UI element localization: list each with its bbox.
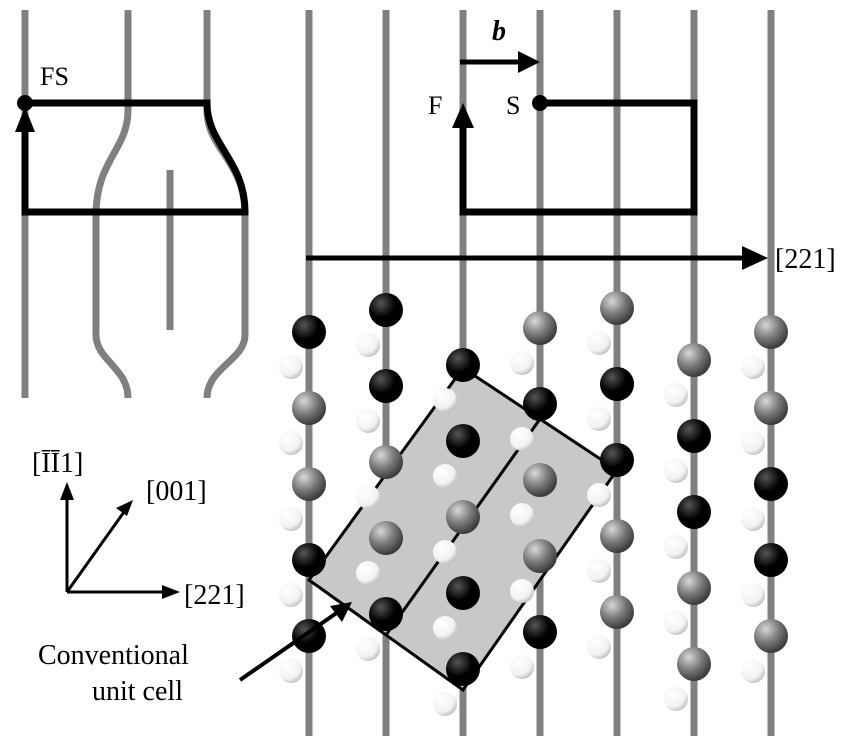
small-atom <box>433 388 457 412</box>
gray-atom <box>446 500 480 534</box>
black-atom <box>754 467 788 501</box>
small-atom <box>741 583 765 607</box>
gray-atom <box>369 445 403 479</box>
atoms-layer <box>279 291 788 716</box>
small-atom <box>356 485 380 509</box>
unit-cell-label-line2: unit cell <box>92 676 183 707</box>
small-atom <box>510 427 534 451</box>
gray-atom <box>600 595 634 629</box>
small-atom <box>587 635 611 659</box>
crystal-axes <box>60 482 180 599</box>
axis-up-arrow-icon <box>60 482 74 500</box>
axis-right-label: [221] <box>184 580 245 611</box>
gray-atom <box>292 391 326 425</box>
small-atom <box>356 637 380 661</box>
axis-right-arrow-icon <box>162 585 180 599</box>
small-atom <box>741 355 765 379</box>
black-atom <box>677 495 711 529</box>
black-atom <box>292 543 326 577</box>
gray-atom <box>677 571 711 605</box>
black-atom <box>292 315 326 349</box>
small-atom <box>587 559 611 583</box>
axis-up-label: [ĪĪ1] <box>32 448 83 479</box>
small-atom <box>587 483 611 507</box>
small-atom <box>433 540 457 564</box>
small-atom <box>279 355 303 379</box>
gray-atom <box>523 311 557 345</box>
small-atom <box>356 409 380 433</box>
black-atom <box>369 597 403 631</box>
black-atom <box>369 369 403 403</box>
direction-arrow-icon <box>742 246 768 270</box>
small-atom <box>279 659 303 683</box>
small-atom <box>510 351 534 375</box>
small-atom <box>279 507 303 531</box>
black-atom <box>446 576 480 610</box>
black-atom <box>677 419 711 453</box>
axis-diag-line <box>65 511 126 593</box>
axis-diag-label: [001] <box>146 476 207 507</box>
left-plane-3 <box>203 10 249 399</box>
left-circuit-arrow-icon <box>15 107 35 132</box>
small-atom <box>741 431 765 455</box>
small-atom <box>279 583 303 607</box>
small-atom <box>741 507 765 531</box>
gray-atom <box>754 315 788 349</box>
s-label: S <box>506 91 520 120</box>
fs-point-icon <box>17 95 33 111</box>
gray-atom <box>369 521 403 555</box>
black-atom <box>754 543 788 577</box>
gray-atom <box>600 519 634 553</box>
black-atom <box>369 293 403 327</box>
gray-atom <box>754 619 788 653</box>
small-atom <box>433 464 457 488</box>
unit-cell-callout-line <box>238 610 340 682</box>
small-atom <box>587 407 611 431</box>
left-burgers-circuit <box>21 99 249 216</box>
small-atom <box>664 687 688 711</box>
right-burgers-circuit <box>459 99 698 216</box>
small-atom <box>433 616 457 640</box>
black-atom <box>600 367 634 401</box>
small-atom <box>510 655 534 679</box>
direction-label: [221] <box>775 244 836 275</box>
black-atom <box>523 615 557 649</box>
gray-atom <box>677 647 711 681</box>
gray-atom <box>523 463 557 497</box>
small-atom <box>664 611 688 635</box>
black-atom <box>600 443 634 477</box>
small-atom <box>664 383 688 407</box>
unit-cell-callout-arrow-icon <box>330 602 352 622</box>
small-atom <box>279 431 303 455</box>
gray-atom <box>600 291 634 325</box>
black-atom <box>523 387 557 421</box>
small-atom <box>664 459 688 483</box>
black-atom <box>446 348 480 382</box>
right-circuit-arrow-icon <box>452 103 474 128</box>
small-atom <box>510 579 534 603</box>
small-atom <box>664 535 688 559</box>
axis-diag-arrow-icon <box>116 500 133 516</box>
burgers-vector-label: b <box>492 16 506 47</box>
gray-atom <box>677 343 711 377</box>
small-atom <box>741 659 765 683</box>
small-atom <box>433 692 457 716</box>
burgers-vector-arrow-icon <box>518 51 540 73</box>
small-atom <box>587 331 611 355</box>
f-label: F <box>428 91 442 120</box>
small-atom <box>356 561 380 585</box>
unit-cell-label-line1: Conventional <box>38 640 189 671</box>
left-plane-2 <box>92 10 132 399</box>
black-atom <box>446 424 480 458</box>
gray-atom <box>523 539 557 573</box>
black-atom <box>446 652 480 686</box>
gray-atom <box>292 467 326 501</box>
s-point-icon <box>532 95 548 111</box>
small-atom <box>356 333 380 357</box>
fs-label: FS <box>40 62 69 91</box>
small-atom <box>510 503 534 527</box>
gray-atom <box>754 391 788 425</box>
